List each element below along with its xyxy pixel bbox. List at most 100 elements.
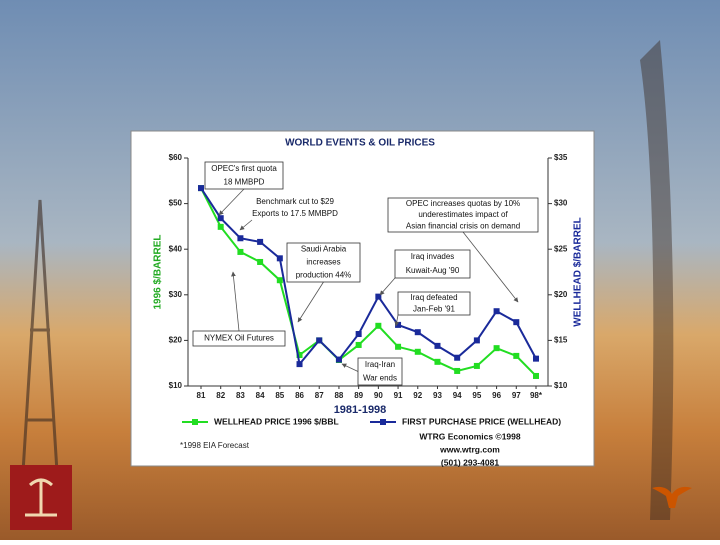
annotation-arrow [341,363,359,372]
derrick [18,199,62,521]
series-marker [217,223,224,230]
x-tick-label: 90 [374,391,383,400]
annotation-text: OPEC's first quota [211,164,277,173]
series-marker [296,361,303,368]
annotation-text: production 44% [296,271,352,280]
series-marker [513,352,520,359]
series-marker [375,293,382,300]
series-marker [355,341,362,348]
series-marker [276,277,283,284]
series-marker [217,215,224,222]
series-marker [355,331,362,338]
x-tick-label: 88 [334,391,343,400]
series-marker [434,342,441,349]
y-tick-label: $30 [169,290,183,299]
annotation-arrow [462,231,519,303]
legend-label: FIRST PURCHASE PRICE (WELLHEAD) [402,416,561,426]
x-tick-label: 82 [216,391,225,400]
y2-tick-label: $30 [554,199,568,208]
series-marker [414,329,421,336]
annotation-arrow [297,281,324,323]
x-tick-label: 96 [492,391,501,400]
x-tick-label: 97 [512,391,521,400]
annotation-text: Benchmark cut to $29 [256,197,334,206]
x-tick-label: 93 [433,391,442,400]
series-marker [414,348,421,355]
annotation-text: Iraq defeated [410,293,457,302]
series-marker [533,372,539,379]
annotation-text: OPEC increases quotas by 10% [406,199,520,208]
annotation-arrow [218,188,245,216]
annotation-box [357,357,403,386]
annotation-box [394,249,471,279]
y-tick-label: $40 [169,244,183,253]
annotation-arrow [379,277,396,296]
series-marker [513,319,520,326]
series-line [200,187,537,377]
x-tick-label: 98* [530,391,543,400]
logo-longhorn [652,486,692,508]
annotation-box [252,196,338,220]
y2-tick-label: $10 [554,381,568,390]
series-marker [533,355,539,362]
annotation-box [397,291,471,316]
x-tick-label: 89 [354,391,363,400]
annotation-text: Iraq-Iran [365,360,395,369]
annotation-text: Kuwait-Aug '90 [406,266,460,275]
x-tick-label: 91 [394,391,403,400]
x-tick-label: 94 [453,391,462,400]
series-marker [237,235,244,242]
oil-gusher [640,40,674,520]
y-tick-label: $20 [169,336,183,345]
annotation-text: Iraq invades [411,252,455,261]
series-marker [316,337,323,344]
annotation-text: underestimates impact of [418,210,508,219]
x-tick-label: 95 [472,391,481,400]
annotation-arrow [239,219,253,231]
y2-axis-label: WELLHEAD $/BARREL [573,217,584,326]
series-marker [493,345,500,352]
x-axis-label: 1981-1998 [334,404,387,416]
series-line [200,187,537,367]
annotation-text: 18 MMBPD [224,177,265,186]
annotation-box [387,197,539,233]
x-tick-label: 86 [295,391,304,400]
annotation-arrow [394,314,400,327]
credit: www.wtrg.com [439,444,500,454]
series-marker [257,238,264,245]
chart-title: WORLD EVENTS & OIL PRICES [285,138,435,149]
annotation-text: Jan-Feb '91 [413,304,456,313]
x-tick-label: 85 [275,391,284,400]
credit: (501) 293-4081 [441,457,499,467]
series-marker [395,343,402,350]
logo-emblem [25,478,57,517]
annotation-text: Asian financial crisis on demand [406,221,520,230]
series-marker [198,185,204,192]
series-marker [454,354,461,361]
x-tick-label: 87 [315,391,324,400]
y2-tick-label: $20 [554,290,568,299]
series-marker [375,322,382,329]
y2-tick-label: $35 [554,153,568,162]
x-tick-label: 84 [256,391,265,400]
x-tick-label: 81 [197,391,206,400]
series-marker [434,358,441,365]
series-marker [237,248,244,255]
series-marker [473,362,480,369]
annotation-text: NYMEX Oil Futures [204,334,274,343]
y-tick-label: $10 [169,381,183,390]
annotation-box [204,161,284,190]
series-marker [257,258,264,265]
series-marker [454,367,461,374]
series-marker [493,308,500,315]
annotation-arrow [231,271,240,332]
annotation-box [192,330,286,347]
credit: WTRG Economics ©1998 [419,431,520,441]
x-tick-label: 92 [413,391,422,400]
legend-label: WELLHEAD PRICE 1996 $/BBL [214,416,339,426]
y-tick-label: $50 [169,199,183,208]
annotation-text: War ends [363,373,397,382]
y2-tick-label: $15 [554,336,568,345]
series-marker [473,337,480,344]
